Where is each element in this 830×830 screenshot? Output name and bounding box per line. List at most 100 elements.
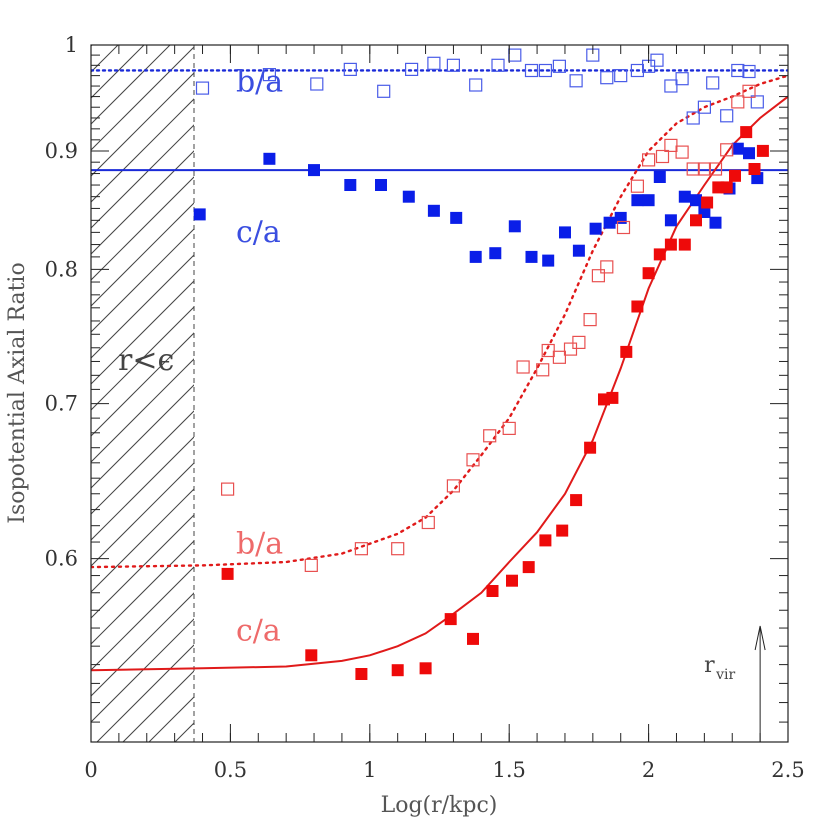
- hatch-line: [91, 45, 145, 99]
- hatch-line: [91, 592, 194, 697]
- filled-square-marker-1: [542, 254, 555, 267]
- filled-square-marker-3: [729, 169, 741, 182]
- open-square-marker-0: [664, 79, 678, 93]
- open-square-marker-0: [446, 58, 460, 72]
- filled-square-marker-3: [653, 248, 666, 261]
- open-square-marker-2: [630, 179, 645, 193]
- x-axis-label: Log(r/kpc): [381, 793, 498, 818]
- open-square-marker-2: [583, 313, 597, 327]
- filled-square-marker-1: [559, 226, 571, 239]
- hatch-line: [91, 254, 194, 359]
- open-square-marker-0: [195, 81, 210, 95]
- open-square-marker-2: [541, 343, 555, 358]
- filled-square-marker-3: [642, 267, 655, 280]
- open-square-marker-0: [630, 63, 645, 78]
- open-square-marker-2: [421, 515, 435, 530]
- filled-square-marker-1: [731, 142, 744, 155]
- hatch-line: [91, 306, 194, 411]
- filled-square-marker-1: [469, 250, 482, 263]
- x-tick-label: 1.5: [492, 758, 525, 782]
- hatch-line: [96, 644, 194, 742]
- filled-square-marker-1: [631, 194, 644, 207]
- open-square-marker-2: [742, 84, 756, 98]
- filled-square-marker-3: [756, 144, 769, 157]
- hatch-line: [279, 0, 830, 742]
- filled-square-marker-1: [263, 152, 276, 165]
- filled-square-marker-1: [489, 247, 502, 260]
- hatch-line: [91, 202, 194, 307]
- filled-square-marker-3: [606, 391, 619, 404]
- filled-square-marker-3: [740, 126, 753, 139]
- hatch-line: [91, 46, 194, 151]
- hatched-region: [91, 0, 830, 742]
- filled-square-marker-3: [631, 300, 644, 313]
- open-square-marker-0: [310, 77, 324, 91]
- red-b-over-a-fit: [91, 74, 788, 569]
- filled-square-marker-3: [539, 534, 552, 547]
- filled-square-marker-3: [355, 668, 368, 680]
- open-square-marker-2: [572, 335, 586, 349]
- filled-square-marker-1: [614, 211, 627, 224]
- hatch-line: [91, 410, 194, 515]
- filled-square-marker-1: [664, 214, 677, 227]
- filled-square-marker-1: [743, 147, 755, 160]
- open-square-marker-0: [538, 63, 553, 78]
- open-square-marker-0: [614, 68, 628, 83]
- hatch-line: [91, 566, 194, 671]
- filled-square-marker-1: [525, 250, 538, 263]
- open-square-marker-2: [686, 162, 700, 176]
- filled-square-marker-3: [748, 163, 761, 175]
- filled-square-marker-1: [572, 244, 585, 257]
- filled-square-marker-3: [584, 441, 597, 454]
- open-square-marker-0: [686, 111, 700, 125]
- open-square-marker-2: [516, 360, 530, 374]
- open-square-marker-0: [491, 58, 505, 72]
- hatch-line: [91, 540, 194, 645]
- filled-square-marker-3: [620, 345, 633, 358]
- plot-frame: [90, 44, 789, 743]
- open-square-marker-2: [675, 145, 689, 159]
- hatch-line: [122, 670, 194, 742]
- hatch-line: [91, 514, 194, 619]
- open-square-marker-0: [524, 63, 539, 78]
- open-square-marker-2: [731, 95, 745, 109]
- filled-square-marker-1: [450, 211, 463, 224]
- filled-square-marker-3: [690, 214, 702, 227]
- filled-square-marker-1: [508, 220, 521, 233]
- filled-square-marker-1: [678, 190, 691, 203]
- hatch-line: [91, 176, 194, 281]
- hatch-line: [91, 358, 194, 463]
- open-square-marker-2: [697, 162, 712, 176]
- open-square-marker-2: [354, 542, 368, 556]
- y-axis-label: Isopotential Axial Ratio: [5, 262, 30, 523]
- hatch-line: [91, 332, 194, 437]
- open-square-marker-0: [742, 64, 756, 79]
- open-square-marker-0: [469, 78, 483, 92]
- open-square-marker-2: [391, 542, 405, 556]
- filled-square-marker-3: [444, 613, 457, 626]
- open-square-marker-0: [343, 62, 357, 77]
- hatch-line: [91, 384, 194, 489]
- open-square-marker-0: [508, 48, 522, 62]
- open-square-marker-2: [536, 363, 550, 377]
- filled-square-marker-1: [193, 208, 206, 221]
- hatch-line: [91, 45, 119, 73]
- filled-square-marker-1: [344, 179, 357, 191]
- open-square-marker-2: [664, 138, 678, 152]
- filled-square-marker-1: [427, 204, 440, 217]
- open-square-marker-2: [600, 260, 614, 274]
- open-square-marker-0: [377, 84, 391, 98]
- filled-square-marker-3: [486, 585, 499, 597]
- y-tick-label: 0.9: [45, 139, 78, 163]
- filled-square-marker-1: [308, 164, 320, 177]
- x-tick-label: 2: [642, 758, 655, 782]
- blue-c-over-a-label: c/a: [236, 215, 281, 250]
- rvir-label: r: [704, 653, 715, 678]
- open-square-marker-0: [731, 63, 745, 78]
- open-square-marker-0: [405, 62, 419, 77]
- y-tick-label: 0.8: [45, 257, 78, 281]
- open-square-marker-0: [675, 72, 689, 86]
- filled-square-marker-3: [678, 238, 691, 251]
- rvir-label-subscript: vir: [715, 667, 735, 683]
